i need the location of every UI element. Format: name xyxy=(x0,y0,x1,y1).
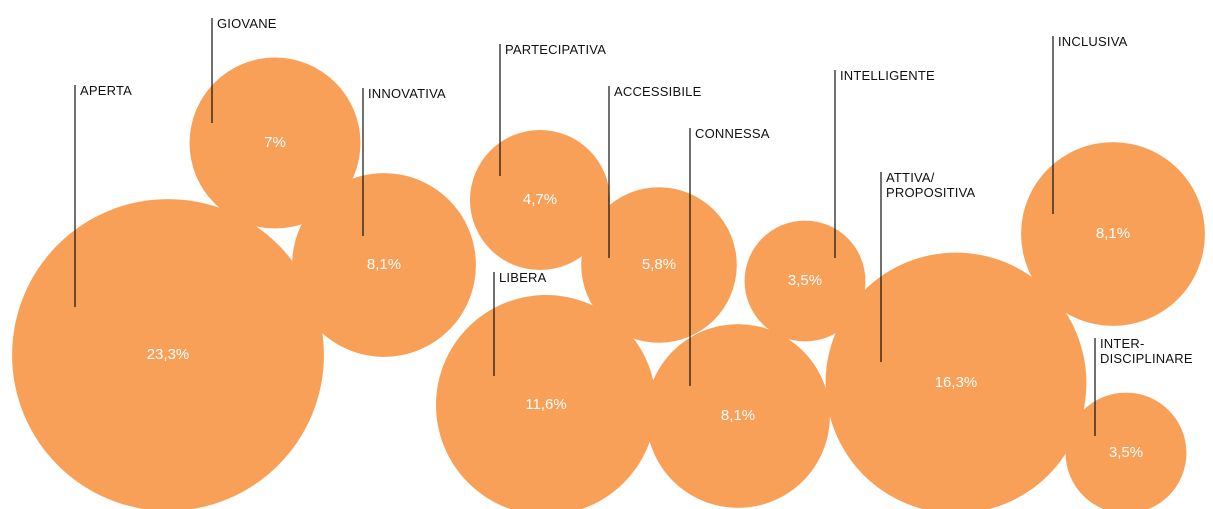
value-label: 23,3% xyxy=(147,346,190,363)
category-label: LIBERA xyxy=(499,270,547,285)
value-label: 7% xyxy=(264,134,286,151)
bubble xyxy=(825,252,1087,509)
bubble xyxy=(12,199,324,509)
value-label: 8,1% xyxy=(721,407,755,424)
category-label: INNOVATIVA xyxy=(368,86,446,101)
category-label: PARTECIPATIVA xyxy=(505,42,607,57)
value-label: 16,3% xyxy=(935,374,978,391)
bubble xyxy=(436,295,656,509)
bubble xyxy=(469,129,611,271)
category-label: ACCESSIBILE xyxy=(614,84,702,99)
category-label: INTELLIGENTE xyxy=(840,68,935,83)
value-label: 8,1% xyxy=(367,256,401,273)
bubble xyxy=(646,324,830,508)
value-label: 4,7% xyxy=(523,191,557,208)
value-label: 11,6% xyxy=(525,396,566,413)
bubble xyxy=(189,57,361,229)
bubble xyxy=(1021,142,1205,326)
bubble xyxy=(581,187,737,343)
bubble xyxy=(292,173,476,357)
value-label: 5,8% xyxy=(642,256,676,273)
value-label: 8,1% xyxy=(1096,225,1130,242)
category-label: APERTA xyxy=(80,83,133,98)
category-label: INCLUSIVA xyxy=(1058,34,1128,49)
category-label: CONNESSA xyxy=(695,126,770,141)
value-label: 3,5% xyxy=(788,272,822,289)
bubble xyxy=(1065,392,1187,509)
value-label: 3,5% xyxy=(1109,444,1143,461)
category-label: GIOVANE xyxy=(217,16,277,31)
category-label: ATTIVA/ PROPOSITIVA xyxy=(886,170,976,200)
category-label: INTER- DISCIPLINARE xyxy=(1100,336,1193,366)
